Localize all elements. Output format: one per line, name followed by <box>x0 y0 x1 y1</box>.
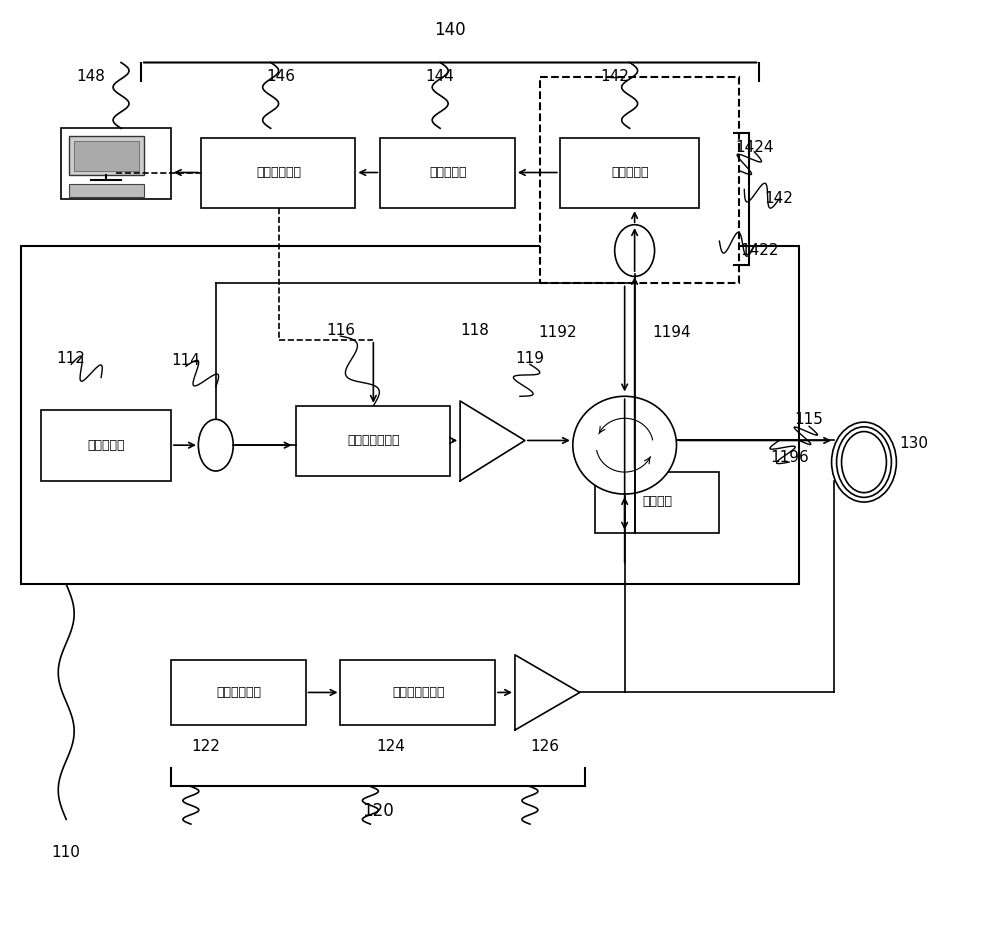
FancyBboxPatch shape <box>69 136 144 175</box>
FancyBboxPatch shape <box>69 184 144 197</box>
Text: 146: 146 <box>266 69 295 84</box>
Text: 探测光激光器: 探测光激光器 <box>216 686 261 699</box>
Text: 118: 118 <box>461 323 490 338</box>
Ellipse shape <box>615 224 655 276</box>
Text: 1422: 1422 <box>740 243 779 258</box>
FancyBboxPatch shape <box>380 138 515 208</box>
FancyBboxPatch shape <box>296 405 450 476</box>
FancyBboxPatch shape <box>171 659 306 725</box>
Text: 119: 119 <box>515 351 544 366</box>
Text: 泵浦激光器: 泵浦激光器 <box>87 438 125 452</box>
Text: 140: 140 <box>434 21 466 39</box>
Circle shape <box>573 396 677 494</box>
Text: 116: 116 <box>326 323 355 338</box>
Text: 142: 142 <box>765 191 794 207</box>
Text: 148: 148 <box>77 69 106 84</box>
FancyBboxPatch shape <box>41 410 171 481</box>
Text: 1424: 1424 <box>735 140 774 155</box>
Text: 142: 142 <box>600 69 629 84</box>
FancyBboxPatch shape <box>595 472 719 533</box>
Polygon shape <box>460 401 525 481</box>
Text: 第一电光调制器: 第一电光调制器 <box>347 434 400 447</box>
FancyBboxPatch shape <box>21 246 799 585</box>
Text: 126: 126 <box>530 738 559 753</box>
Text: 1194: 1194 <box>652 324 691 339</box>
Text: 1192: 1192 <box>539 324 577 339</box>
Text: 110: 110 <box>52 845 81 860</box>
FancyBboxPatch shape <box>201 138 355 208</box>
Text: 112: 112 <box>57 351 86 366</box>
Polygon shape <box>515 654 580 730</box>
Text: 光滤波器: 光滤波器 <box>643 495 673 508</box>
Text: 114: 114 <box>171 353 200 368</box>
Text: 122: 122 <box>191 738 220 753</box>
Text: 第二电光调制器: 第二电光调制器 <box>392 686 444 699</box>
FancyBboxPatch shape <box>61 128 171 199</box>
FancyBboxPatch shape <box>560 138 699 208</box>
Text: 1196: 1196 <box>770 450 809 465</box>
Text: 124: 124 <box>376 738 405 753</box>
Text: 130: 130 <box>899 436 928 451</box>
Ellipse shape <box>198 420 233 472</box>
FancyBboxPatch shape <box>340 659 495 725</box>
Text: 120: 120 <box>362 802 394 820</box>
Text: 模数转换器: 模数转换器 <box>429 166 467 179</box>
Text: 信道估计装置: 信道估计装置 <box>256 166 301 179</box>
FancyBboxPatch shape <box>74 141 139 171</box>
Text: 115: 115 <box>795 412 824 427</box>
FancyBboxPatch shape <box>540 76 739 284</box>
Text: 144: 144 <box>426 69 455 84</box>
Text: 光电检测器: 光电检测器 <box>611 166 648 179</box>
